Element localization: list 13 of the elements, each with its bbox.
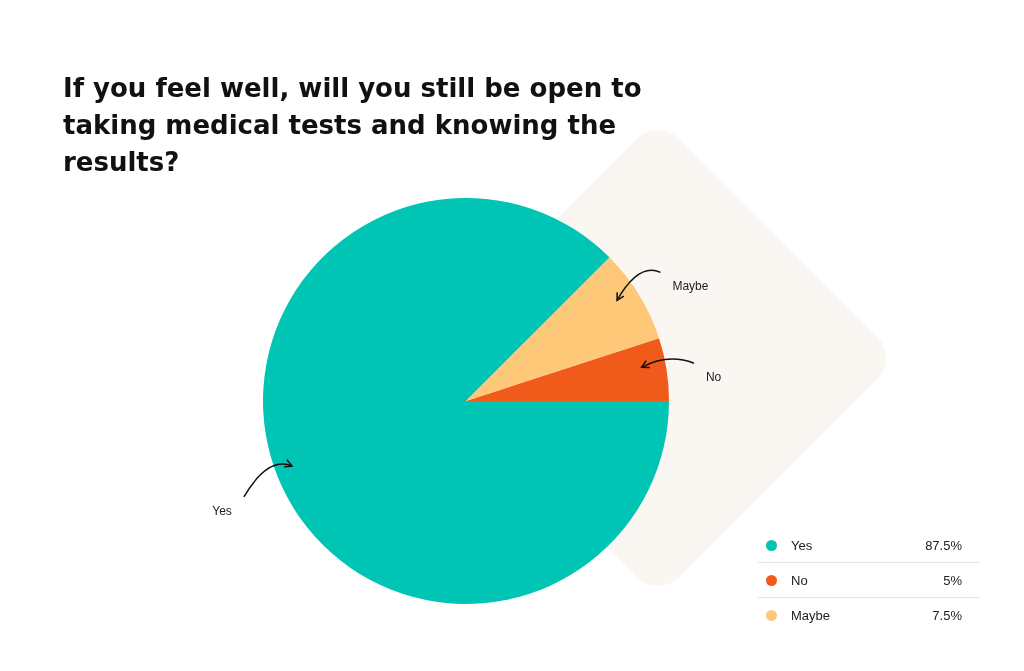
data-label: 7.5% — [932, 607, 962, 623]
data-label: 5% — [943, 572, 962, 588]
legend-label: Maybe — [791, 607, 832, 623]
pie-slice — [263, 198, 669, 604]
slice-label: Maybe — [672, 279, 709, 294]
legend-label: Yes — [791, 537, 814, 553]
slice-label: No — [705, 370, 722, 385]
pie-slice — [466, 338, 669, 401]
data-label: 87.5% — [925, 537, 962, 553]
chart-title: If you feel well, will you still be open to taking medical tests and knowing the results? — [63, 72, 643, 179]
legend-label: No — [791, 572, 809, 588]
slice-label: Yes — [212, 503, 232, 518]
pie-slice — [466, 257, 660, 401]
